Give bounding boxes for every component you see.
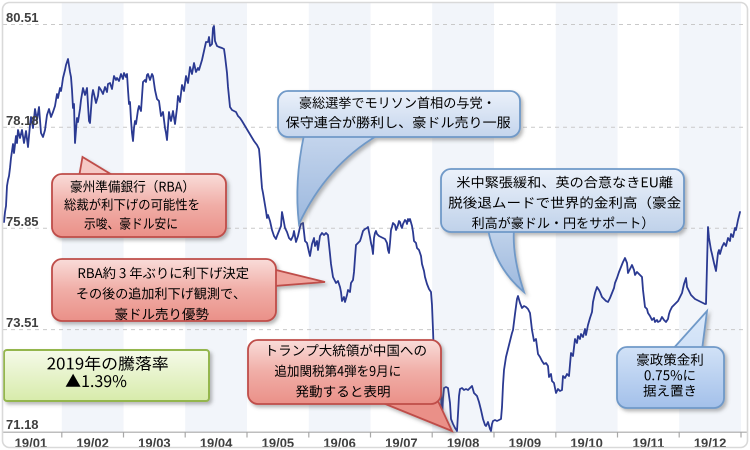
svg-text:19/03: 19/03 bbox=[138, 436, 171, 450]
svg-text:75.85: 75.85 bbox=[6, 214, 39, 229]
svg-text:19/02: 19/02 bbox=[76, 436, 109, 450]
svg-text:19/09: 19/09 bbox=[509, 436, 542, 450]
svg-text:19/11: 19/11 bbox=[632, 436, 664, 450]
svg-text:19/06: 19/06 bbox=[323, 436, 356, 450]
svg-text:19/08: 19/08 bbox=[447, 436, 480, 450]
svg-text:19/05: 19/05 bbox=[262, 436, 295, 450]
svg-text:19/07: 19/07 bbox=[385, 436, 418, 450]
svg-text:19/04: 19/04 bbox=[200, 436, 233, 450]
svg-text:19/01: 19/01 bbox=[15, 436, 48, 450]
svg-text:78.18: 78.18 bbox=[6, 113, 39, 128]
svg-text:73.51: 73.51 bbox=[6, 315, 39, 330]
svg-text:80.51: 80.51 bbox=[6, 10, 39, 25]
svg-text:19/10: 19/10 bbox=[570, 436, 603, 450]
svg-text:19/12: 19/12 bbox=[694, 436, 727, 450]
svg-text:71.18: 71.18 bbox=[6, 417, 39, 432]
